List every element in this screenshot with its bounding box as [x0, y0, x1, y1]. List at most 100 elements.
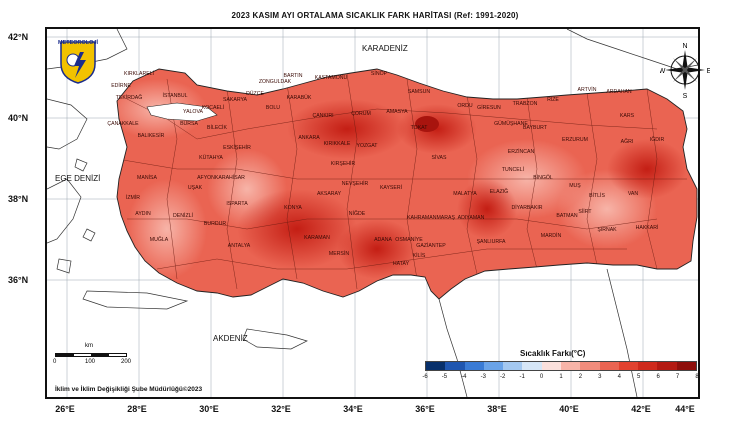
city-label: ERZURUM: [562, 137, 588, 143]
city-label: DİYARBAKIR: [511, 204, 542, 211]
city-label: SİİRT: [578, 208, 592, 215]
legend-swatch: [464, 362, 484, 370]
city-label: MERSİN: [329, 250, 349, 257]
city-label: TEKİRDAĞ: [116, 94, 143, 101]
compass-e: E: [707, 68, 710, 75]
legend-swatch: [676, 362, 696, 370]
city-label: YALOVA: [183, 109, 204, 115]
city-label: KIRŞEHİR: [331, 160, 356, 167]
legend-tick-label: -3: [480, 374, 486, 380]
city-label: OSMANİYE: [395, 236, 423, 243]
legend-swatch: [657, 362, 677, 370]
legend-swatch: [522, 362, 542, 370]
lon-label-44: 44°E: [675, 404, 695, 414]
city-label: BOLU: [266, 105, 280, 111]
city-label: BİLECİK: [207, 124, 227, 131]
scale-bar-graphic: [55, 353, 127, 357]
city-label: MARDİN: [541, 232, 562, 239]
legend-tick-label: 2: [578, 374, 583, 380]
lat-label-38: 38°N: [8, 194, 29, 204]
city-label: NEVŞEHİR: [342, 180, 369, 187]
city-label: ZONGULDAK: [259, 79, 292, 85]
lon-label-30: 30°E: [199, 404, 219, 414]
city-label: YOZGAT: [357, 143, 379, 149]
city-label: ANKARA: [298, 135, 320, 141]
city-label: ÇORUM: [351, 111, 371, 117]
city-label: ISPARTA: [226, 201, 248, 207]
city-label: AKSARAY: [317, 191, 342, 197]
city-label: UŞAK: [188, 185, 203, 191]
city-label: SAKARYA: [223, 97, 248, 103]
scale-unit: km: [85, 343, 93, 349]
lat-label-40: 40°N: [8, 113, 29, 123]
scale-tick-100: 100: [85, 359, 96, 365]
legend-tick-label: -6: [422, 374, 428, 380]
turkey-landmass[interactable]: [47, 29, 698, 397]
legend-swatch: [580, 362, 600, 370]
city-label: ŞANLIURFA: [477, 239, 506, 245]
sea-label-akdeniz: AKDENİZ: [213, 334, 248, 343]
city-label: BURDUR: [204, 221, 226, 227]
legend-swatch: [560, 362, 581, 370]
city-label: SİVAS: [432, 154, 447, 161]
compass-rose: N S E W: [659, 42, 712, 100]
city-label: KAYSERİ: [380, 184, 402, 191]
city-label: BİTLİS: [589, 192, 605, 199]
city-label: KÜTAHYA: [199, 154, 223, 161]
logo-text: METEOROLOJİ: [58, 40, 99, 46]
city-label: İSTANBUL: [163, 92, 188, 99]
lon-label-34: 34°E: [343, 404, 363, 414]
city-label: KIRIKKALE: [324, 141, 351, 147]
city-label: RİZE: [547, 96, 559, 103]
meteoroloji-logo: METEOROLOJİ: [58, 38, 98, 84]
city-label: ANTALYA: [228, 243, 251, 249]
city-label: GİRESUN: [477, 104, 501, 111]
province-boundaries: [117, 73, 687, 290]
legend-swatch: [483, 362, 504, 370]
city-label: ELAZIĞ: [490, 188, 508, 195]
sea-label-ege: EGE DENİZİ: [55, 174, 101, 183]
legend-tick-label: 6: [656, 374, 660, 380]
city-label: HAKKARİ: [636, 224, 659, 231]
lon-label-28: 28°E: [127, 404, 147, 414]
compass-n: N: [682, 43, 687, 50]
city-label: TUNCELİ: [502, 166, 524, 173]
city-label: ERZİNCAN: [508, 148, 535, 155]
lon-label-32: 32°E: [271, 404, 291, 414]
legend-ticks: -6 -5 -4 -3 -2 -1 0 1 2 3 4 5 6 7 8: [422, 374, 699, 384]
legend-swatch: [503, 362, 523, 370]
city-label: BAYBURT: [523, 125, 548, 131]
city-label: MALATYA: [453, 191, 477, 197]
city-label: KONYA: [284, 205, 302, 211]
legend-tick-label: 8: [695, 374, 699, 380]
city-label: BATMAN: [556, 213, 577, 219]
city-label: KARS: [620, 113, 635, 119]
compass-icon: N S E W: [659, 43, 712, 100]
city-label: KOCAELİ: [202, 104, 225, 111]
legend-tick-label: -1: [519, 374, 525, 380]
city-label: ÇANKIRI: [312, 113, 333, 119]
city-label: ORDU: [457, 103, 473, 109]
legend-swatch: [618, 362, 639, 370]
scale-bar: km 0 100 200: [53, 343, 135, 373]
legend-tick-label: 5: [637, 374, 641, 380]
city-label: GÜMÜŞHANE: [494, 120, 528, 127]
lon-label-40: 40°E: [559, 404, 579, 414]
legend-tick-label: 7: [675, 374, 680, 380]
city-label: BARTIN: [284, 73, 303, 79]
legend-tick-label: -5: [441, 374, 448, 380]
city-label: ŞIRNAK: [597, 227, 617, 233]
legend-title: Sıcaklık Farkı(°C): [520, 349, 586, 358]
city-label: KARABÜK: [287, 94, 312, 101]
city-label: TRABZON: [513, 101, 538, 107]
city-label: AFYONKARAHİSAR: [197, 174, 245, 181]
city-label: ARDAHAN: [606, 89, 632, 95]
legend-swatch: [426, 362, 446, 370]
city-label: DENİZLİ: [173, 212, 193, 219]
map-frame[interactable]: KIRKLARELİ EDİRNE TEKİRDAĞ İSTANBUL KOCAELİ S…: [45, 27, 700, 399]
legend-swatch: [445, 362, 465, 370]
city-label: GAZİANTEP: [416, 242, 446, 249]
city-label: ADIYAMAN: [458, 215, 485, 221]
